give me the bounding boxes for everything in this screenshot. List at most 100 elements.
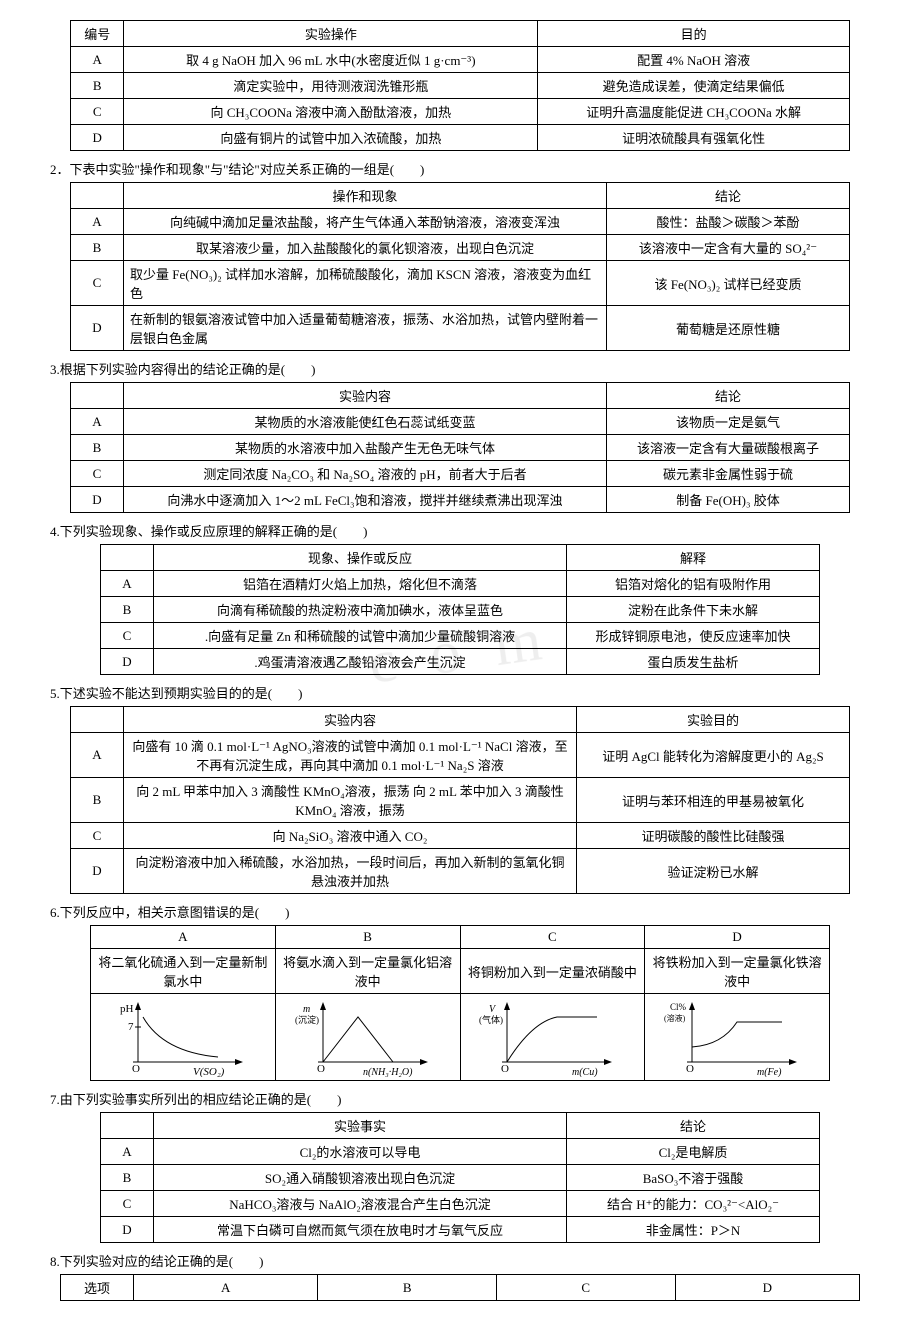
cell: 取某溶液少量，加入盐酸酸化的氯化钡溶液，出现白色沉淀: [124, 235, 607, 261]
t8-h4: D: [675, 1275, 859, 1301]
cell: B: [101, 1165, 154, 1191]
cell: 铝箔在酒精灯火焰上加热，熔化但不滴落: [154, 571, 567, 597]
cell: 向淀粉溶液中加入稀硫酸，水浴加热，一段时间后，再加入新制的氢氧化铜悬浊液并加热: [124, 849, 577, 894]
t7-h2: 结论: [567, 1113, 820, 1139]
t5-h1: 实验内容: [124, 707, 577, 733]
cell: Cl₂是电解质: [567, 1139, 820, 1165]
t3-h1: 实验内容: [124, 383, 607, 409]
ytick: 7: [128, 1021, 134, 1033]
t8-h1: A: [134, 1275, 318, 1301]
svg-text:V: V: [489, 1004, 497, 1015]
svg-text:O: O: [317, 1063, 325, 1075]
xlabel: m(Fe): [757, 1067, 782, 1077]
cell: 证明与苯环相连的甲基易被氧化: [577, 778, 850, 823]
cell: B: [101, 597, 154, 623]
t6-h0: A: [91, 926, 276, 949]
t5-h0: [71, 707, 124, 733]
cell: 向纯碱中滴加足量浓盐酸，将产生气体通入苯酚钠溶液，溶液变浑浊: [124, 209, 607, 235]
cell: 结合 H⁺的能力：CO₃²⁻<AlO₂⁻: [567, 1191, 820, 1217]
cell: 配置 4% NaOH 溶液: [538, 47, 850, 73]
t8-h2: B: [318, 1275, 497, 1301]
cell: 某物质的水溶液中加入盐酸产生无色无味气体: [124, 435, 607, 461]
cell: D: [71, 849, 124, 894]
cell: B: [71, 235, 124, 261]
cell: 向滴有稀硫酸的热淀粉液中滴加碘水，液体呈蓝色: [154, 597, 567, 623]
cell: B: [71, 73, 124, 99]
cell: D: [101, 649, 154, 675]
cell: C: [71, 823, 124, 849]
table-6: A B C D 将二氧化硫通入到一定量新制氯水中 将氨水滴入到一定量氯化铝溶液中…: [90, 925, 830, 1081]
cell: 测定同浓度 Na₂CO₃ 和 Na₂SO₄ 溶液的 pH，前者大于后者: [124, 461, 607, 487]
t1-h1: 实验操作: [124, 21, 538, 47]
cell: 淀粉在此条件下未水解: [567, 597, 820, 623]
table-8: 选项 A B C D: [60, 1274, 860, 1301]
svg-text:(沉淀): (沉淀): [295, 1014, 319, 1025]
cell: 碳元素非金属性弱于硫: [607, 461, 850, 487]
cell: C: [101, 1191, 154, 1217]
cell: D: [71, 306, 124, 351]
cell: 蛋白质发生盐析: [567, 649, 820, 675]
cell: 该 Fe(NO₃)₂ 试样已经变质: [607, 261, 850, 306]
cell: NaHCO₃溶液与 NaAlO₂溶液混合产生白色沉淀: [154, 1191, 567, 1217]
cell: 将铁粉加入到一定量氯化铁溶液中: [645, 949, 830, 994]
cell: 该溶液一定含有大量碳酸根离子: [607, 435, 850, 461]
cell: 在新制的银氨溶液试管中加入适量葡萄糖溶液，振荡、水浴加热，试管内壁附着一层银白色…: [124, 306, 607, 351]
t2-h1: 操作和现象: [124, 183, 607, 209]
ylabel: pH: [120, 1003, 134, 1015]
cell: D: [101, 1217, 154, 1243]
graph-a: pH 7 V(SO₂) O: [91, 994, 276, 1081]
t6-h3: D: [645, 926, 830, 949]
cell: 形成锌铜原电池，使反应速率加快: [567, 623, 820, 649]
cell: 向沸水中逐滴加入 1～2 mL FeCl₃饱和溶液，搅拌并继续煮沸出现浑浊: [124, 487, 607, 513]
graph-c: V (气体) m(Cu) O: [460, 994, 645, 1081]
question-3: 3.根据下列实验内容得出的结论正确的是( ): [50, 359, 870, 378]
t8-h3: C: [496, 1275, 675, 1301]
cell: 该物质一定是氨气: [607, 409, 850, 435]
cell: 避免造成误差，使滴定结果偏低: [538, 73, 850, 99]
cell: A: [71, 733, 124, 778]
question-7: 7.由下列实验事实所列出的相应结论正确的是( ): [50, 1089, 870, 1108]
cell: A: [101, 1139, 154, 1165]
svg-text:(溶液): (溶液): [664, 1013, 686, 1023]
cell: 向 2 mL 甲苯中加入 3 滴酸性 KMnO₄溶液，振荡 向 2 mL 苯中加…: [124, 778, 577, 823]
t4-h2: 解释: [567, 545, 820, 571]
cell: .鸡蛋清溶液遇乙酸铅溶液会产生沉淀: [154, 649, 567, 675]
cell: C: [71, 261, 124, 306]
cell: 将氨水滴入到一定量氯化铝溶液中: [275, 949, 460, 994]
t4-h1: 现象、操作或反应: [154, 545, 567, 571]
cell: 验证淀粉已水解: [577, 849, 850, 894]
cell: A: [71, 47, 124, 73]
cell: BaSO₃不溶于强酸: [567, 1165, 820, 1191]
graph-d: Cl% (溶液) m(Fe) O: [645, 994, 830, 1081]
table-7: 实验事实结论 ACl₂的水溶液可以导电Cl₂是电解质 BSO₂通入硝酸钡溶液出现…: [100, 1112, 820, 1243]
cell: D: [71, 125, 124, 151]
cell: 非金属性：P＞N: [567, 1217, 820, 1243]
svg-text:(气体): (气体): [479, 1014, 503, 1025]
cell: 某物质的水溶液能使红色石蕊试纸变蓝: [124, 409, 607, 435]
cell: 铝箔对熔化的铝有吸附作用: [567, 571, 820, 597]
cell: A: [101, 571, 154, 597]
table-1: 编号实验操作目的 A取 4 g NaOH 加入 96 mL 水中(水密度近似 1…: [70, 20, 850, 151]
cell: 向盛有 10 滴 0.1 mol·L⁻¹ AgNO₃溶液的试管中滴加 0.1 m…: [124, 733, 577, 778]
question-4: 4.下列实验现象、操作或反应原理的解释正确的是( ): [50, 521, 870, 540]
cell: 向 CH₃COONa 溶液中滴入酚酞溶液，加热: [124, 99, 538, 125]
t7-h0: [101, 1113, 154, 1139]
question-5: 5.下述实验不能达到预期实验目的的是( ): [50, 683, 870, 702]
t8-h0: 选项: [61, 1275, 134, 1301]
cell: 该溶液中一定含有大量的 SO₄²⁻: [607, 235, 850, 261]
cell: C: [71, 461, 124, 487]
cell: 证明 AgCl 能转化为溶解度更小的 Ag₂S: [577, 733, 850, 778]
t3-h0: [71, 383, 124, 409]
cell: A: [71, 209, 124, 235]
cell: B: [71, 435, 124, 461]
table-2: 操作和现象结论 A向纯碱中滴加足量浓盐酸，将产生气体通入苯酚钠溶液，溶液变浑浊酸…: [70, 182, 850, 351]
cell: SO₂通入硝酸钡溶液出现白色沉淀: [154, 1165, 567, 1191]
table-3: 实验内容结论 A某物质的水溶液能使红色石蕊试纸变蓝该物质一定是氨气 B某物质的水…: [70, 382, 850, 513]
question-6: 6.下列反应中，相关示意图错误的是( ): [50, 902, 870, 921]
cell: 取少量 Fe(NO₃)₂ 试样加水溶解，加稀硫酸酸化，滴加 KSCN 溶液，溶液…: [124, 261, 607, 306]
cell: 向盛有铜片的试管中加入浓硫酸，加热: [124, 125, 538, 151]
cell: A: [71, 409, 124, 435]
t5-h2: 实验目的: [577, 707, 850, 733]
xlabel: n(NH₃·H₂O): [363, 1067, 413, 1077]
cell: 将铜粉加入到一定量浓硝酸中: [460, 949, 645, 994]
